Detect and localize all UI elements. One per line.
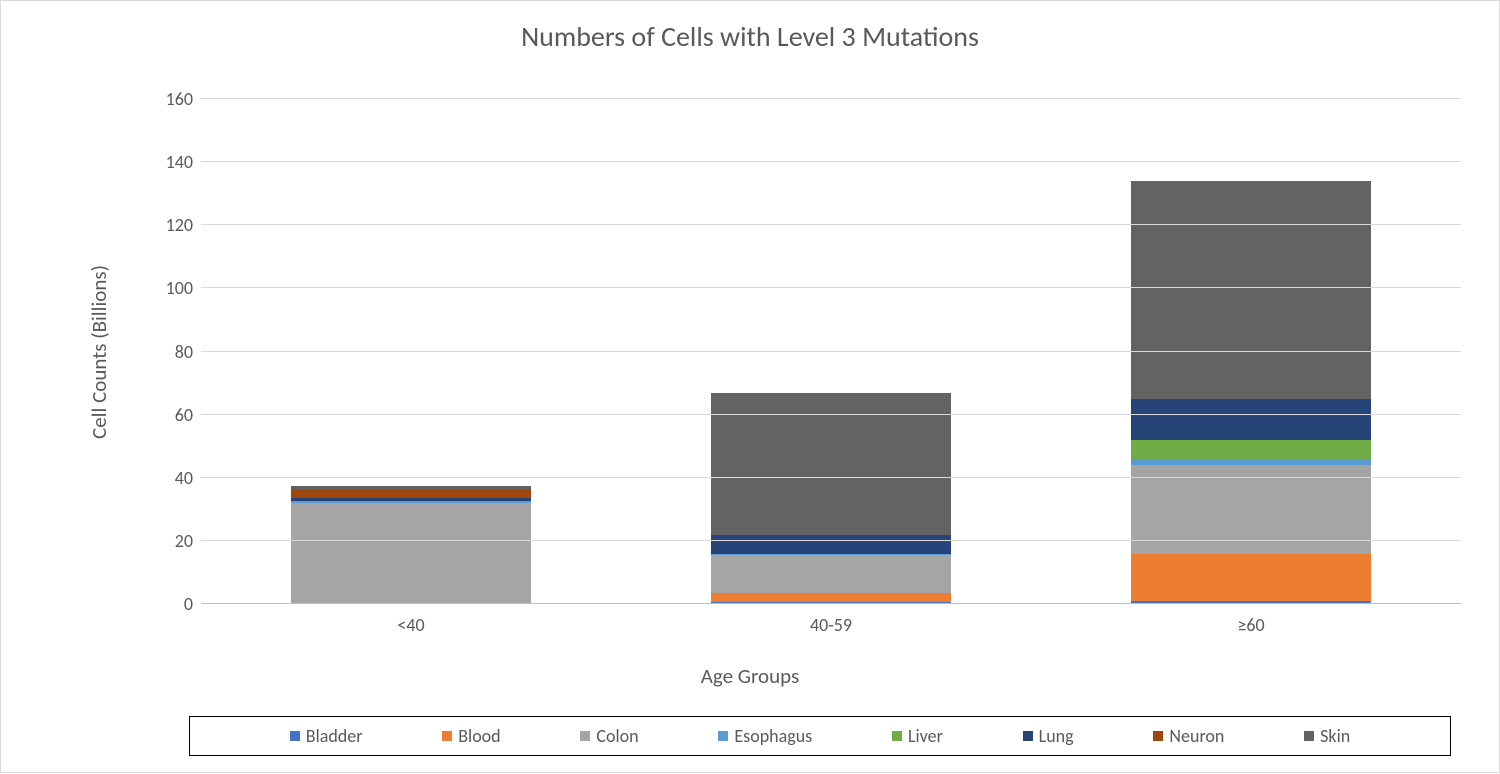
bar-segment-blood — [1131, 554, 1370, 601]
legend-swatch — [442, 731, 452, 741]
legend-item-blood: Blood — [442, 725, 500, 747]
gridline — [201, 351, 1461, 352]
bar-group — [291, 99, 530, 604]
gridline — [201, 414, 1461, 415]
gridline — [201, 224, 1461, 225]
legend-swatch — [1023, 731, 1033, 741]
bar-segment-skin — [1131, 181, 1370, 399]
x-axis-title: Age Groups — [9, 663, 1491, 689]
legend-label: Neuron — [1169, 725, 1224, 747]
y-axis-title: Cell Counts (Billions) — [86, 265, 112, 439]
legend-item-esophagus: Esophagus — [718, 725, 812, 747]
chart-container: Numbers of Cells with Level 3 Mutations … — [0, 0, 1500, 773]
chart-title: Numbers of Cells with Level 3 Mutations — [9, 19, 1491, 54]
gridline — [201, 540, 1461, 541]
legend-label: Bladder — [306, 725, 363, 747]
bar-segment-colon — [291, 503, 530, 604]
legend-label: Blood — [458, 725, 500, 747]
legend-swatch — [892, 731, 902, 741]
bar-segment-colon — [711, 555, 950, 593]
chart-inner: Numbers of Cells with Level 3 Mutations … — [9, 19, 1491, 774]
y-tick-label: 140 — [166, 151, 193, 173]
y-tick-label: 20 — [175, 530, 193, 552]
y-tick-label: 100 — [166, 277, 193, 299]
bar-group — [711, 99, 950, 604]
gridline — [201, 287, 1461, 288]
legend-label: Esophagus — [734, 725, 812, 747]
bars-row — [201, 99, 1461, 604]
legend-label: Lung — [1039, 725, 1074, 747]
bar-segment-neuron — [291, 489, 530, 498]
bar-group — [1131, 99, 1370, 604]
legend-swatch — [1304, 731, 1314, 741]
y-tick-label: 80 — [175, 341, 193, 363]
legend-label: Liver — [908, 725, 943, 747]
gridline — [201, 161, 1461, 162]
legend-item-skin: Skin — [1304, 725, 1350, 747]
y-tick-label: 160 — [166, 88, 193, 110]
legend-item-lung: Lung — [1023, 725, 1074, 747]
gridline — [201, 477, 1461, 478]
legend-label: Colon — [596, 725, 638, 747]
y-tick-label: 40 — [175, 467, 193, 489]
legend-swatch — [718, 731, 728, 741]
plot-wrapper: Cell Counts (Billions) 02040608010012014… — [81, 99, 1461, 604]
legend: Bladder Blood Colon Esophagus Liver Lung Neuro… — [189, 716, 1451, 756]
x-tick-label: 40-59 — [621, 614, 1041, 654]
legend-item-colon: Colon — [580, 725, 638, 747]
gridline — [201, 603, 1461, 604]
gridline — [201, 98, 1461, 99]
legend-item-bladder: Bladder — [290, 725, 363, 747]
y-axis: 020406080100120140160 — [141, 99, 201, 604]
legend-item-liver: Liver — [892, 725, 943, 747]
legend-swatch — [290, 731, 300, 741]
bar-segment-lung — [1131, 399, 1370, 440]
bar-segment-blood — [711, 593, 950, 602]
y-tick-label: 0 — [184, 593, 193, 615]
y-tick-label: 60 — [175, 404, 193, 426]
legend-label: Skin — [1320, 725, 1350, 747]
legend-item-neuron: Neuron — [1153, 725, 1224, 747]
legend-swatch — [580, 731, 590, 741]
x-axis: <4040-59≥60 — [201, 614, 1461, 654]
x-tick-label: <40 — [201, 614, 621, 654]
x-tick-label: ≥60 — [1041, 614, 1461, 654]
legend-swatch — [1153, 731, 1163, 741]
plot-area — [201, 99, 1461, 604]
bar-segment-liver — [1131, 440, 1370, 459]
y-tick-label: 120 — [166, 214, 193, 236]
bar-segment-lung — [711, 535, 950, 554]
